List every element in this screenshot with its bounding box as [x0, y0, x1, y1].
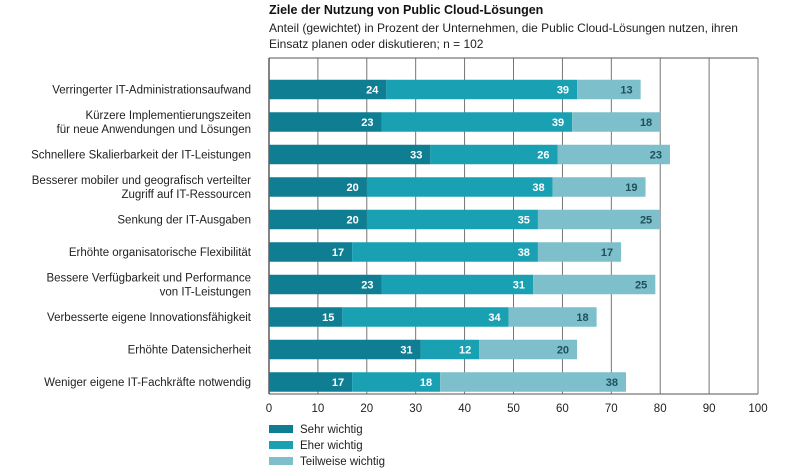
bar-segment — [269, 274, 382, 295]
bar-value-label: 33 — [410, 150, 422, 162]
bar-segment — [381, 274, 534, 295]
category-label: Besserer mobiler und geografisch verteil… — [32, 175, 251, 187]
x-tick-label: 50 — [507, 403, 520, 415]
x-tick-label: 20 — [360, 403, 373, 415]
category-label: Weniger eigene IT-Fachkräfte notwendig — [44, 377, 251, 389]
bar-value-label: 18 — [576, 312, 588, 324]
bar-value-label: 31 — [513, 280, 525, 292]
bar-segment — [381, 112, 573, 132]
category-label: Erhöhte Datensicherheit — [128, 345, 252, 357]
bar-value-label: 25 — [635, 280, 647, 292]
bar-segment — [537, 242, 622, 262]
bar-segment — [352, 242, 538, 262]
x-tick-label: 10 — [312, 403, 325, 415]
bar-segment — [430, 144, 558, 165]
bar-value-label: 20 — [347, 182, 359, 194]
category-label: Senkung der IT-Ausgaben — [117, 215, 251, 227]
x-axis-ticks: 0 10 20 30 40 50 60 70 80 90 100 — [266, 403, 768, 415]
bar-segment — [366, 177, 553, 197]
bars: 24 39 13 23 39 18 33 26 23 20 38 19 20 35 25 17 38 17 23 31… — [269, 79, 670, 392]
bar-segment — [577, 79, 641, 100]
bar-value-label: 38 — [606, 377, 618, 389]
bar-segment — [269, 242, 353, 262]
x-tick-label: 0 — [266, 403, 272, 415]
bar-value-label: 23 — [361, 117, 373, 129]
bar-value-label: 38 — [532, 182, 544, 194]
x-tick-label: 100 — [748, 403, 767, 415]
bar-segment — [352, 372, 441, 392]
bar-segment — [269, 144, 431, 165]
bar-segment — [537, 209, 661, 230]
legend: Sehr wichtig Eher wichtig Teilweise wichti… — [269, 424, 385, 468]
bar-value-label: 18 — [640, 117, 652, 129]
bar-value-label: 23 — [650, 150, 662, 162]
bar-segment — [269, 177, 367, 197]
category-labels: Verringerter IT-Administrationsaufwand Kü… — [31, 85, 252, 390]
x-tick-label: 60 — [556, 403, 569, 415]
bar-value-label: 25 — [640, 215, 652, 227]
legend-label: Sehr wichtig — [300, 424, 363, 436]
bar-segment — [366, 209, 538, 230]
bar-segment — [269, 209, 367, 230]
bar-segment — [269, 112, 382, 132]
bar-value-label: 15 — [322, 312, 334, 324]
bar-value-label: 20 — [557, 345, 569, 357]
bar-segment — [420, 339, 480, 360]
chart-subtitle-line-2: Einsatz planen oder diskutieren; n = 102 — [269, 37, 484, 51]
bar-segment — [508, 307, 597, 327]
x-tick-label: 30 — [409, 403, 422, 415]
bar-segment — [386, 79, 578, 100]
bar-value-label: 19 — [625, 182, 637, 194]
bar-value-label: 23 — [361, 280, 373, 292]
bar-value-label: 38 — [518, 247, 530, 259]
bar-segment — [342, 307, 509, 327]
bar-value-label: 24 — [366, 85, 379, 97]
x-tick-label: 90 — [703, 403, 716, 415]
bar-value-label: 17 — [332, 247, 344, 259]
bar-segment — [479, 339, 578, 360]
bar-segment — [572, 112, 661, 132]
bar-value-label: 39 — [557, 85, 569, 97]
legend-swatch — [269, 457, 293, 465]
bar-value-label: 39 — [552, 117, 564, 129]
bar-value-label: 18 — [420, 377, 432, 389]
category-label: Schnellere Skalierbarkeit der IT-Leistun… — [31, 150, 251, 162]
bar-segment — [552, 177, 646, 197]
bar-segment — [269, 339, 421, 360]
bar-segment — [269, 372, 353, 392]
category-label: Zugriff auf IT-Ressourcen — [121, 189, 251, 201]
legend-label: Teilweise wichtig — [300, 456, 385, 468]
bar-value-label: 26 — [537, 150, 549, 162]
legend-label: Eher wichtig — [300, 440, 363, 452]
x-tick-label: 80 — [654, 403, 667, 415]
bar-segment — [557, 144, 670, 165]
bar-value-label: 31 — [400, 345, 412, 357]
category-label: Verbesserte eigene Innovationsfähigkeit — [47, 312, 252, 324]
x-tick-label: 70 — [605, 403, 618, 415]
bar-segment — [269, 307, 343, 327]
category-label: für neue Anwendungen und Lösungen — [57, 124, 251, 136]
x-tick-label: 40 — [458, 403, 471, 415]
category-label: von IT-Leistungen — [160, 287, 251, 299]
bar-value-label: 35 — [518, 215, 530, 227]
bar-value-label: 20 — [347, 215, 359, 227]
bar-value-label: 13 — [620, 85, 632, 97]
bar-value-label: 34 — [488, 312, 501, 324]
bar-segment — [269, 79, 387, 100]
category-label: Erhöhte organisatorische Flexibilität — [69, 247, 252, 259]
legend-swatch — [269, 441, 293, 449]
bar-value-label: 12 — [459, 345, 471, 357]
category-label: Verringerter IT-Administrationsaufwand — [52, 85, 251, 97]
bar-value-label: 17 — [332, 377, 344, 389]
category-label: Bessere Verfügbarkeit und Performance — [46, 273, 251, 285]
bar-value-label: 17 — [601, 247, 613, 259]
category-label: Kürzere Implementierungszeiten — [85, 110, 251, 122]
bar-segment — [440, 372, 626, 392]
chart-subtitle-line-1: Anteil (gewichtet) in Prozent der Untern… — [269, 21, 738, 35]
bar-segment — [533, 274, 656, 295]
chart-title: Ziele der Nutzung von Public Cloud-Lösun… — [269, 3, 543, 17]
legend-swatch — [269, 425, 293, 433]
